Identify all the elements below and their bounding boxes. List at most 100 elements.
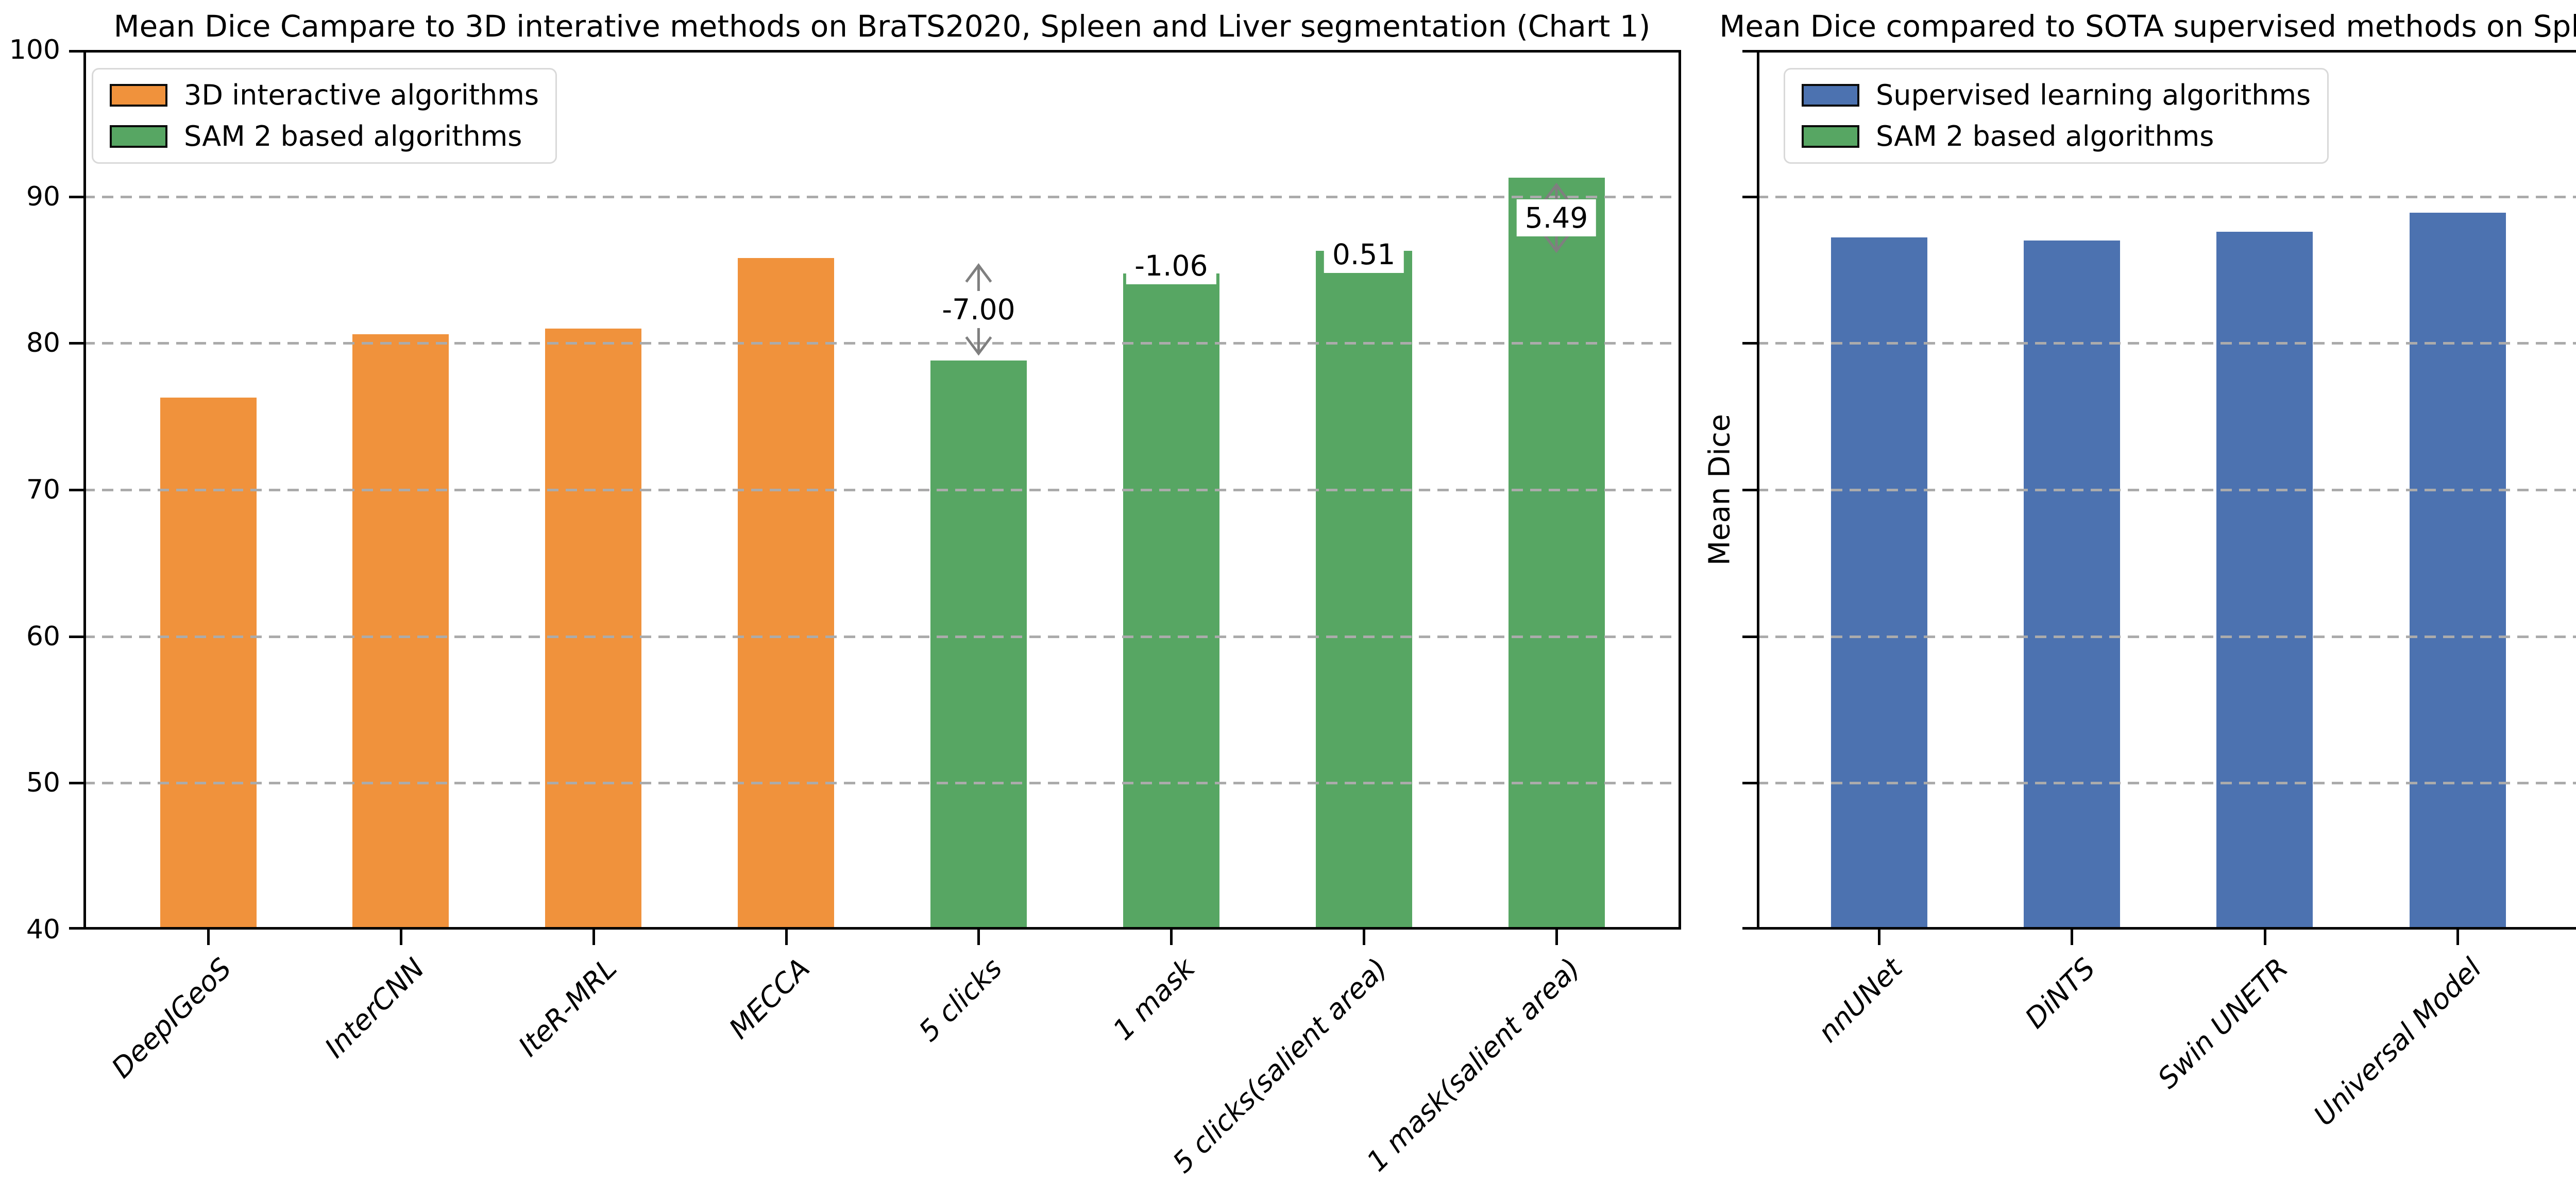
y-tick [69,782,83,785]
chart2-legend: Supervised learning algorithms SAM 2 bas… [1784,68,2329,164]
y-tick [1742,195,1757,198]
y-tick-label: 80 [26,328,60,359]
delta-arrows-layer [965,182,1570,356]
x-tick [2263,930,2266,945]
gridline [1757,195,2576,198]
arrowhead-down-icon [1543,233,1570,253]
x-tick [592,930,595,945]
y-tick [69,50,83,53]
annotation-value: 0.51 [1324,235,1404,273]
x-tick-label: Universal Model [2307,952,2488,1133]
x-tick-label: Swin UNETR [2151,952,2295,1095]
annotation-value: -1.06 [1126,247,1216,285]
bar [1831,237,1927,930]
x-tick [1363,930,1366,945]
legend-label: SAM 2 based algorithms [1876,120,2214,152]
gridline [83,782,1681,785]
x-tick-label: DiNTS [2019,952,2102,1035]
top-spine [1757,50,2576,53]
x-tick-label: 1 mask [1106,952,1201,1046]
y-tick-label: 90 [26,181,60,212]
bar [2023,241,2120,930]
annotation-value: -7.00 [934,290,1024,328]
annotation-value: 5.49 [1516,199,1597,237]
x-tick-label: MECCA [722,952,816,1045]
chart2-y-axis-label: Mean Dice [1703,414,1737,566]
y-tick-label: 40 [26,914,60,945]
legend-swatch-icon [110,84,167,107]
chart1-title: Mean Dice Campare to 3D interative metho… [113,9,1651,44]
gridline [1757,342,2576,345]
bar [2216,231,2313,930]
y-tick [1742,50,1757,53]
x-tick [2071,930,2074,945]
y-tick [69,195,83,198]
bar [1508,177,1605,930]
bottom-spine [83,927,1681,930]
x-tick [399,930,402,945]
legend-swatch-icon [110,125,167,148]
delta-arrows-layer [1757,50,2576,930]
y-tick [69,342,83,345]
x-tick-label: 5 clicks [912,952,1009,1048]
x-tick [1170,930,1173,945]
legend-swatch-icon [1802,84,1859,107]
y-tick [1742,342,1757,345]
chart1-plot-area: 40 50 60 70 80 90 100 DeepIGeoS InterCNN IteR-MRL… [9,35,1681,1179]
y-tick-label: 60 [26,621,60,652]
legend-swatch-icon [1802,125,1859,148]
y-tick [69,489,83,491]
x-tick-label: IteR-MRL [512,952,623,1063]
x-tick-label: nnUNet [1811,952,1909,1049]
bar [738,258,835,930]
y-tick [1742,489,1757,491]
gridline [83,342,1681,345]
gridline [83,195,1681,198]
chart1-legend: 3D interactive algorithms SAM 2 based al… [92,68,557,164]
legend-label: 3D interactive algorithms [184,79,539,111]
gridline [1757,782,2576,785]
left-spine [83,50,86,930]
bar [1123,273,1219,930]
x-tick-label: 1 mask(salient area) [1360,952,1586,1178]
gridline [1757,489,2576,491]
x-tick [785,930,788,945]
bar [545,328,642,930]
x-tick-label: 5 clicks(salient area) [1166,952,1394,1179]
y-tick [1742,927,1757,930]
gridline [83,489,1681,491]
legend-item: 3D interactive algorithms [110,79,539,112]
arrowhead-up-icon [1543,182,1570,202]
y-tick-label: 50 [26,767,60,799]
y-tick-label: 100 [9,35,60,65]
bar [2409,212,2506,930]
bar [352,334,449,930]
y-tick-label: 70 [26,474,60,505]
arrowhead-down-icon [965,336,992,356]
y-tick [1742,635,1757,638]
x-tick [1878,930,1880,945]
y-tick [1742,782,1757,785]
gridline [1757,635,2576,638]
bar [160,397,257,930]
bottom-spine [1757,927,2576,930]
y-tick [69,927,83,930]
top-spine [83,50,1681,53]
x-tick [977,930,980,945]
x-tick [1555,930,1558,945]
bar [930,361,1027,930]
y-tick [69,635,83,638]
x-tick-label: DeepIGeoS [105,952,238,1085]
legend-label: Supervised learning algorithms [1876,79,2311,111]
right-spine [1679,50,1681,930]
x-tick [207,930,210,945]
chart2-title: Mean Dice compared to SOTA supervised me… [1719,9,2576,44]
legend-item: SAM 2 based algorithms [1802,120,2311,153]
gridline [83,635,1681,638]
left-spine [1757,50,1759,930]
x-tick [2456,930,2460,945]
legend-item: Supervised learning algorithms [1802,79,2311,112]
legend-label: SAM 2 based algorithms [184,120,522,152]
